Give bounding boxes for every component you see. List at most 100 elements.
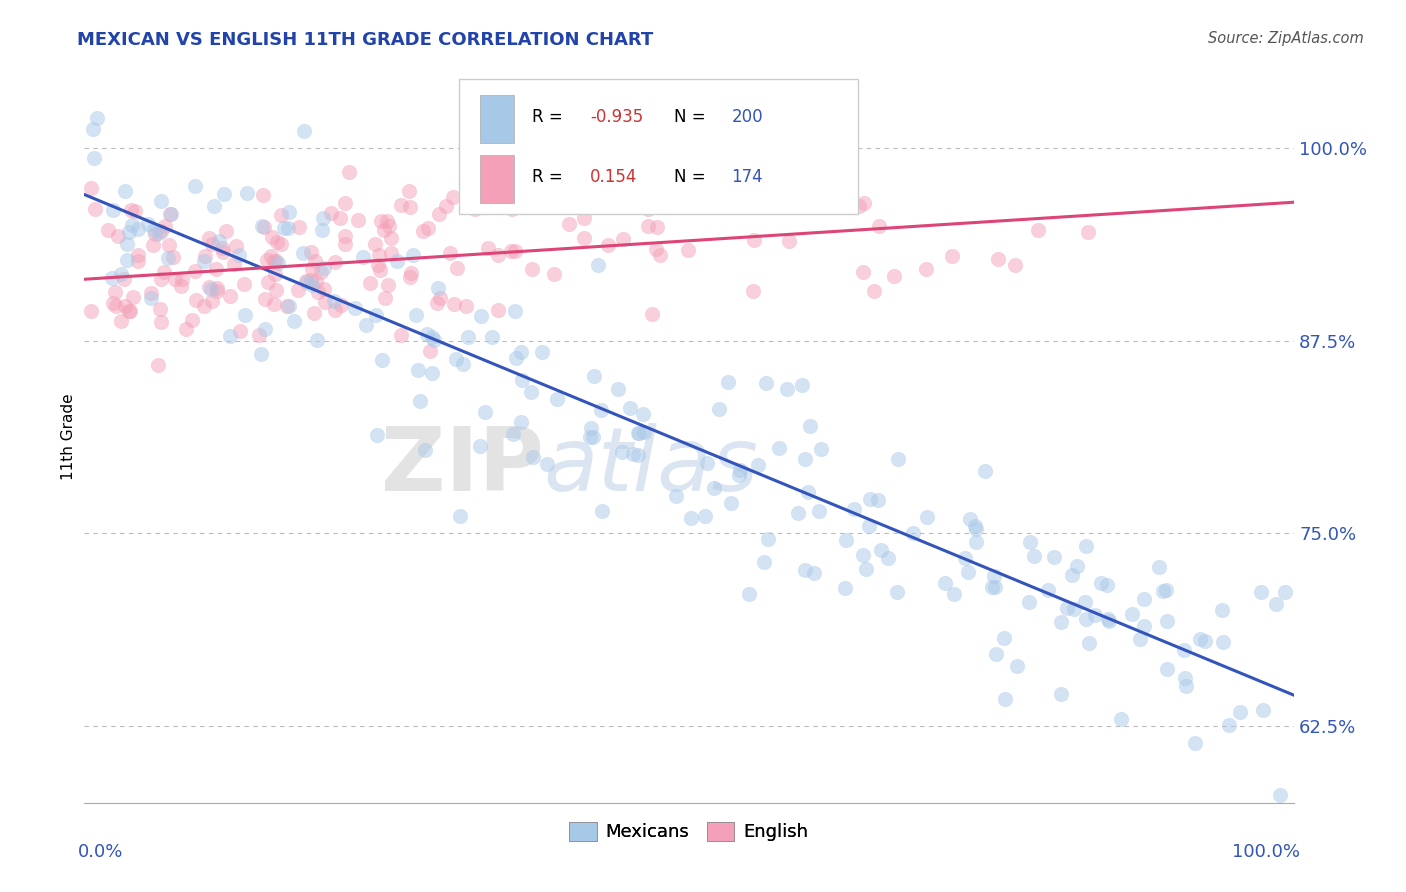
Point	[965, 535, 987, 549]
Point	[1098, 615, 1121, 629]
Point	[153, 265, 176, 279]
Point	[1097, 612, 1119, 626]
Point	[352, 250, 374, 264]
Point	[852, 265, 875, 279]
Point	[150, 315, 173, 329]
Point	[233, 308, 256, 322]
Point	[641, 307, 664, 321]
Point	[127, 254, 149, 268]
Point	[994, 692, 1017, 706]
Point	[859, 491, 882, 506]
Point	[263, 254, 285, 268]
Point	[278, 205, 301, 219]
Point	[1077, 636, 1099, 650]
Point	[738, 587, 761, 601]
Point	[305, 274, 328, 288]
Point	[457, 330, 479, 344]
Point	[302, 306, 325, 320]
Point	[768, 442, 790, 456]
Point	[707, 402, 730, 417]
Point	[596, 237, 619, 252]
Point	[1268, 788, 1291, 802]
Point	[520, 385, 543, 400]
Point	[115, 252, 138, 267]
Point	[288, 219, 311, 234]
Point	[963, 519, 986, 533]
Point	[219, 289, 242, 303]
Point	[207, 281, 229, 295]
Point	[803, 566, 825, 580]
Point	[377, 219, 399, 233]
Point	[101, 296, 124, 310]
Point	[201, 236, 224, 251]
Point	[136, 217, 159, 231]
Point	[1062, 568, 1084, 582]
Point	[301, 277, 323, 292]
Point	[574, 211, 596, 226]
Point	[1212, 635, 1234, 649]
Point	[637, 202, 659, 217]
Point	[150, 224, 173, 238]
Point	[848, 199, 870, 213]
Point	[644, 242, 666, 256]
Point	[412, 224, 434, 238]
Point	[1056, 601, 1078, 615]
Point	[510, 345, 533, 359]
Point	[276, 299, 298, 313]
Point	[287, 283, 309, 297]
Point	[1095, 578, 1118, 592]
Point	[142, 223, 165, 237]
Point	[139, 286, 162, 301]
Point	[254, 322, 277, 336]
Point	[418, 343, 440, 358]
Point	[219, 328, 242, 343]
Point	[720, 496, 742, 510]
Point	[225, 238, 247, 252]
Point	[505, 351, 527, 365]
Text: MEXICAN VS ENGLISH 11TH GRADE CORRELATION CHART: MEXICAN VS ENGLISH 11TH GRADE CORRELATIO…	[77, 31, 654, 49]
Point	[834, 581, 856, 595]
Point	[755, 376, 778, 390]
Point	[1250, 585, 1272, 599]
Point	[170, 272, 193, 286]
Point	[416, 221, 439, 235]
Point	[1218, 718, 1240, 732]
Point	[1073, 595, 1095, 609]
Point	[174, 322, 197, 336]
Point	[200, 282, 222, 296]
Point	[120, 202, 142, 217]
FancyBboxPatch shape	[479, 155, 513, 203]
Point	[201, 293, 224, 308]
Point	[728, 467, 751, 482]
Point	[775, 382, 797, 396]
Point	[546, 392, 568, 407]
Point	[1018, 594, 1040, 608]
Point	[883, 268, 905, 283]
Point	[118, 225, 141, 239]
Point	[852, 548, 875, 562]
Point	[110, 314, 132, 328]
Point	[354, 318, 377, 332]
Point	[373, 223, 395, 237]
Point	[304, 254, 326, 268]
Point	[1026, 223, 1049, 237]
Point	[591, 174, 613, 188]
Point	[1019, 535, 1042, 549]
Point	[503, 304, 526, 318]
Point	[486, 303, 509, 318]
Point	[1004, 258, 1026, 272]
Point	[292, 246, 315, 260]
Point	[605, 194, 627, 209]
Point	[267, 256, 290, 270]
Point	[1077, 225, 1099, 239]
Text: N =: N =	[675, 169, 711, 186]
Point	[194, 248, 217, 262]
Point	[770, 197, 793, 211]
Point	[262, 230, 284, 244]
Point	[633, 407, 655, 421]
Point	[254, 292, 277, 306]
Point	[823, 184, 845, 198]
Point	[756, 532, 779, 546]
Point	[530, 344, 553, 359]
Point	[1036, 582, 1059, 597]
